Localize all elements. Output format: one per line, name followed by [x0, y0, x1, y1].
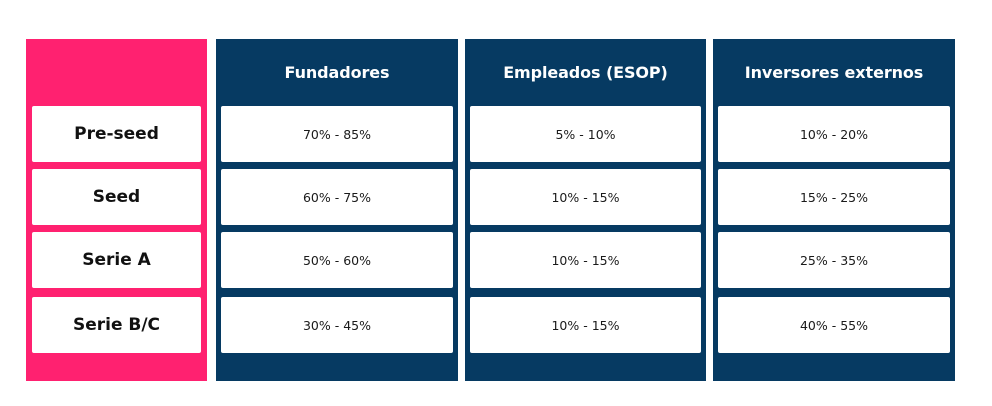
row-label-pre-seed: Pre-seed	[74, 124, 159, 144]
column-panel-empleados: Empleados (ESOP) 5% - 10% 10% - 15% 10% …	[465, 39, 706, 381]
cell-value: 70% - 85%	[302, 126, 372, 142]
row-labels-panel: Pre-seed Seed Serie A Serie B/C	[26, 39, 207, 381]
cell-value: 25% - 35%	[799, 252, 869, 268]
table-cell: 10% - 20%	[718, 106, 950, 162]
cell-value: 50% - 60%	[302, 252, 372, 268]
table-cell: 50% - 60%	[221, 232, 453, 288]
cell-value: 10% - 15%	[551, 189, 620, 205]
row-label-cell: Seed	[32, 169, 201, 225]
row-label-cell: Pre-seed	[32, 106, 201, 162]
table-cell: 5% - 10%	[470, 106, 701, 162]
cell-value: 30% - 45%	[302, 317, 372, 333]
table-cell: 70% - 85%	[221, 106, 453, 162]
column-header-empleados: Empleados (ESOP)	[503, 62, 668, 82]
cell-value: 10% - 20%	[799, 126, 869, 142]
table-cell: 15% - 25%	[718, 169, 950, 225]
cell-value: 5% - 10%	[555, 126, 616, 142]
table-cell: 30% - 45%	[221, 297, 453, 353]
column-header-fundadores: Fundadores	[284, 62, 390, 82]
cell-value: 40% - 55%	[799, 317, 869, 333]
row-label-serie-a: Serie A	[82, 250, 151, 270]
cell-value: 60% - 75%	[302, 189, 372, 205]
cell-value: 10% - 15%	[551, 252, 620, 268]
table-cell: 10% - 15%	[470, 232, 701, 288]
table-cell: 60% - 75%	[221, 169, 453, 225]
column-header-inversores: Inversores externos	[744, 62, 924, 82]
row-label-cell: Serie B/C	[32, 297, 201, 353]
table-cell: 40% - 55%	[718, 297, 950, 353]
table-cell: 10% - 15%	[470, 297, 701, 353]
cell-value: 15% - 25%	[799, 189, 869, 205]
column-panel-fundadores: Fundadores 70% - 85% 60% - 75% 50% - 60%…	[216, 39, 458, 381]
row-label-cell: Serie A	[32, 232, 201, 288]
row-label-serie-b-c: Serie B/C	[72, 315, 161, 335]
row-label-seed: Seed	[92, 187, 141, 207]
table-cell: 25% - 35%	[718, 232, 950, 288]
table-cell: 10% - 15%	[470, 169, 701, 225]
cell-value: 10% - 15%	[551, 317, 620, 333]
column-panel-inversores: Inversores externos 10% - 20% 15% - 25% …	[713, 39, 955, 381]
